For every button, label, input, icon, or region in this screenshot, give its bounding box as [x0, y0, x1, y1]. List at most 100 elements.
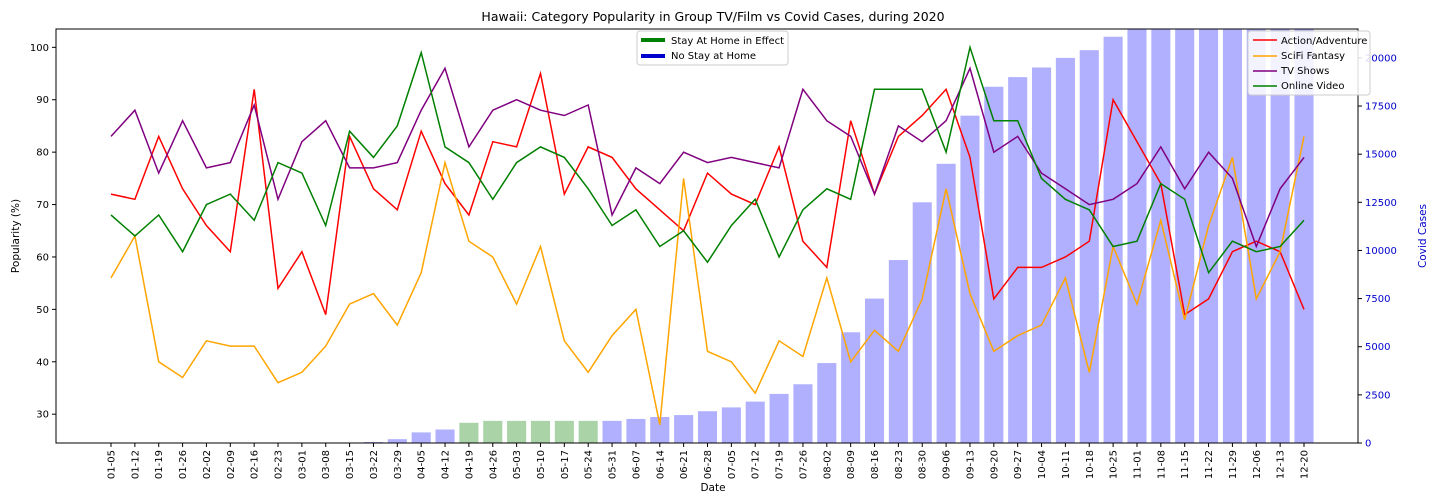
y2-axis: 0 2500 5000 7500 10000 12500 15000 17500 20000: [1358, 53, 1397, 450]
x-tick-label: 09-06: [942, 450, 953, 479]
plot-frame: [55, 28, 1359, 444]
x-tick-label: 04-05: [417, 450, 428, 479]
covid-bar: [1031, 67, 1052, 443]
covid-bar: [650, 417, 670, 443]
x-tick-label: 08-09: [846, 450, 857, 479]
x-tick-label: 08-02: [822, 450, 833, 479]
x-tick-label: 08-16: [870, 450, 881, 479]
y-tick-label: 30: [36, 410, 49, 421]
x-tick-label: 05-17: [560, 450, 571, 479]
covid-bar: [507, 420, 527, 443]
covid-bar: [459, 422, 479, 443]
series-line-tv-shows: [110, 66, 1305, 249]
x-tick-label: 02-16: [250, 450, 261, 479]
x-tick-label: 01-05: [107, 450, 118, 479]
covid-bar: [1151, 29, 1171, 443]
chart-title: Hawaii: Category Popularity in Group TV/…: [481, 9, 944, 24]
series-lines: [110, 44, 1305, 425]
x-tick-label: 08-30: [918, 450, 929, 479]
y-tick-label: 70: [36, 200, 49, 211]
covid-bar: [1175, 29, 1195, 443]
covid-bar: [769, 393, 789, 443]
legend-label-tv-shows: TV Shows: [1280, 66, 1329, 77]
legend-box: [636, 30, 789, 66]
covid-bar: [793, 384, 813, 443]
legend-box: [1247, 30, 1371, 96]
y-axis: 30 40 50 60 70 80 90 100: [30, 43, 56, 421]
x-tick-label: 06-28: [703, 450, 714, 479]
x-tick-label: 05-31: [608, 450, 619, 479]
x-tick-label: 04-19: [464, 450, 475, 479]
covid-bar: [697, 411, 718, 443]
series-line-online-video: [110, 44, 1305, 275]
covid-bar: [674, 415, 694, 443]
x-tick-label: 12-06: [1252, 450, 1263, 479]
x-tick-label: 11-22: [1204, 450, 1215, 479]
y2-tick-label: 0: [1365, 439, 1371, 450]
x-tick-label: 03-15: [345, 450, 356, 479]
x-tick-label: 10-11: [1061, 450, 1072, 479]
covid-bar: [1222, 29, 1242, 443]
covid-bar: [1103, 36, 1123, 443]
covid-bars: [363, 29, 1314, 444]
y-tick-label: 100: [30, 43, 49, 54]
x-tick-label: 09-13: [966, 450, 977, 479]
covid-bar: [912, 202, 932, 443]
covid-bar: [1079, 50, 1099, 443]
y-tick-label: 80: [36, 148, 49, 159]
x-tick-label: 03-08: [321, 450, 332, 479]
covid-bar: [602, 420, 622, 443]
covid-bar: [411, 432, 431, 443]
y-tick-label: 60: [36, 252, 49, 263]
x-tick-label: 10-25: [1109, 450, 1120, 479]
covid-bar: [554, 420, 574, 443]
x-tick-label: 07-26: [798, 450, 809, 479]
covid-bar: [1199, 29, 1219, 443]
legend-label-stay-at-home: Stay At Home in Effect: [671, 36, 784, 47]
covid-bar: [745, 401, 765, 443]
x-tick-label: 06-07: [631, 450, 642, 479]
x-tick-label: 11-08: [1156, 450, 1167, 479]
legend-label-scifi-fantasy: SciFi Fantasy: [1281, 51, 1345, 62]
x-tick-label: 02-23: [274, 450, 285, 479]
x-tick-label: 05-24: [584, 450, 595, 479]
y2-axis-label: Covid Cases: [1417, 204, 1429, 268]
series-line-action-adventure: [110, 70, 1305, 316]
covid-bar: [483, 420, 503, 443]
x-tick-label: 07-19: [775, 450, 786, 479]
covid-bar: [960, 115, 980, 444]
x-tick-label: 08-23: [894, 450, 905, 479]
x-tick-label: 03-22: [369, 450, 380, 479]
y2-tick-label: 5000: [1365, 342, 1390, 353]
x-tick-label: 10-18: [1085, 450, 1096, 479]
y-axis-label: Popularity (%): [10, 199, 22, 273]
x-tick-label: 07-12: [751, 450, 762, 479]
covid-bar: [841, 332, 861, 443]
x-tick-label: 11-01: [1133, 450, 1144, 479]
x-axis: 01-05 01-12 01-19 01-26 02-02 02-09 02-16 02-23…: [107, 443, 1311, 479]
legend-label-online-video: Online Video: [1281, 81, 1344, 92]
covid-bar: [1270, 29, 1290, 443]
x-tick-label: 12-13: [1276, 450, 1287, 479]
x-tick-label: 01-12: [130, 450, 141, 479]
y2-tick-label: 10000: [1365, 246, 1397, 257]
x-tick-label: 09-27: [1013, 450, 1024, 479]
series-line-scifi-fantasy: [110, 136, 1305, 425]
x-tick-label: 07-05: [727, 450, 738, 479]
covid-bar: [1294, 29, 1314, 443]
covid-bar: [1055, 57, 1075, 443]
x-tick-label: 12-20: [1300, 450, 1311, 479]
x-axis-label: Date: [700, 482, 725, 494]
legend-label-no-stay-at-home: No Stay at Home: [671, 51, 756, 62]
covid-bar: [817, 363, 837, 443]
x-tick-label: 03-29: [393, 450, 404, 479]
x-tick-label: 05-10: [536, 450, 547, 479]
covid-bar: [1008, 77, 1028, 444]
covid-bar: [1127, 29, 1147, 443]
covid-bar: [984, 86, 1004, 443]
x-tick-label: 11-29: [1228, 450, 1239, 479]
covid-bar: [626, 418, 646, 443]
x-tick-label: 02-02: [202, 450, 213, 479]
covid-bar: [936, 163, 956, 443]
